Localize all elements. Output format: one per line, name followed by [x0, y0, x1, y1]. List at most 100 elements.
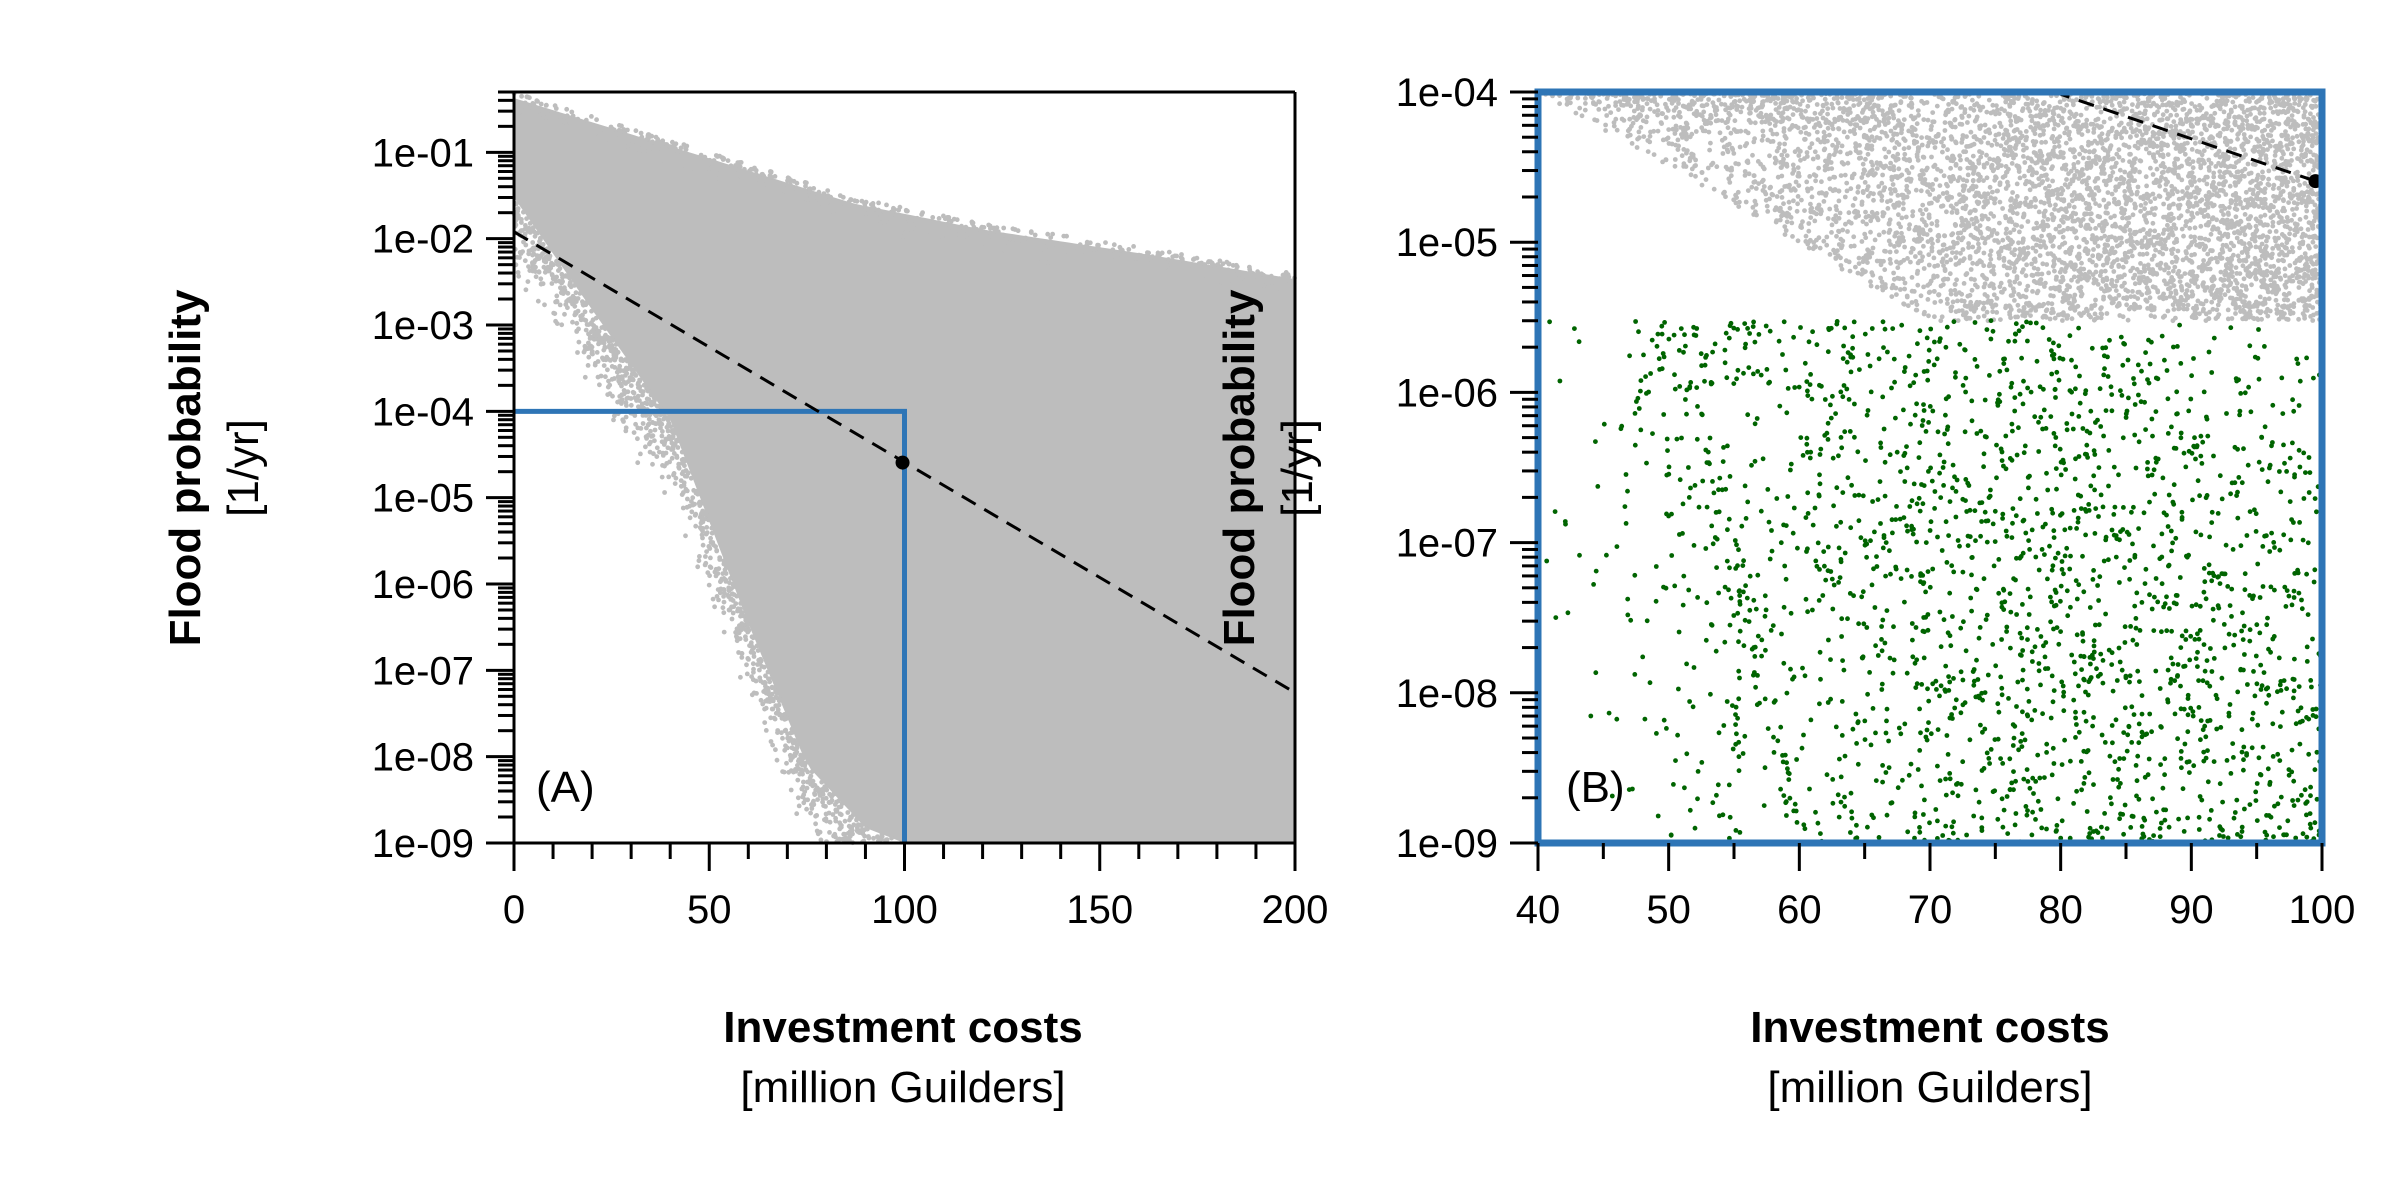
- panel-b-grey-point: [2057, 99, 2063, 105]
- panel-b-grey-point: [1781, 201, 1786, 207]
- panel-b-grey-point: [1958, 157, 1963, 163]
- panel-a-data-point: [878, 215, 883, 221]
- panel-a-data-point: [942, 216, 948, 222]
- panel-a-data-point: [644, 137, 649, 143]
- panel-b-grey-point: [1775, 174, 1781, 180]
- panel-b-grey-point: [1880, 172, 1885, 178]
- panel-a-data-point: [540, 242, 546, 247]
- panel-b-grey-point: [1732, 118, 1738, 124]
- panel-b-grey-point: [2175, 248, 2181, 254]
- panel-a-data-point: [672, 481, 678, 486]
- panel-b-grey-point: [1689, 131, 1695, 137]
- panel-b-grey-point: [2091, 130, 2097, 135]
- panel-a-data-point: [583, 318, 589, 323]
- panel-b-grey-point: [1825, 125, 1831, 131]
- panel-a-data-point: [749, 692, 755, 698]
- panel-b-grey-point: [2305, 183, 2311, 189]
- panel-b-grey-point: [2313, 131, 2319, 137]
- panel-b-grey-point: [2016, 256, 2022, 262]
- panel-a-data-point: [581, 349, 587, 355]
- panel-a-data-point: [768, 739, 774, 744]
- panel-a-data-point: [821, 191, 827, 197]
- panel-b-grey-point: [2152, 196, 2158, 202]
- panel-a-data-point: [739, 621, 745, 626]
- panel-a-data-point: [651, 395, 657, 400]
- panel-b-grey-point: [1941, 136, 1947, 142]
- panel-a-data-point: [699, 162, 704, 168]
- panel-b-grey-point: [1707, 147, 1712, 153]
- panel-a-data-point: [1176, 276, 1181, 282]
- panel-b-grey-point: [1596, 107, 1602, 112]
- panel-b-grey-point: [2248, 111, 2253, 117]
- panel-b-grey-point: [2105, 153, 2111, 159]
- panel-b-grey-point: [1770, 131, 1776, 137]
- panel-a-data-point: [526, 264, 531, 269]
- panel-a-data-point: [689, 499, 694, 504]
- panel-a-data-point: [678, 483, 684, 489]
- panel-a-data-point: [742, 166, 747, 172]
- panel-a-data-point: [1111, 242, 1117, 248]
- panel-b-grey-point: [2253, 223, 2259, 229]
- panel-b-grey-point: [2079, 179, 2085, 185]
- panel-a-data-point: [623, 400, 629, 405]
- panel-b-grey-point: [1743, 128, 1749, 134]
- panel-b-grey-point: [1891, 270, 1896, 276]
- panel-a-data-point: [1042, 244, 1048, 250]
- panel-a-data-point: [624, 358, 630, 364]
- panel-a-data-point: [947, 225, 952, 231]
- panel-b-grey-point: [2104, 221, 2110, 227]
- panel-b-grey-point: [2233, 306, 2239, 311]
- panel-b-grey-point: [1970, 244, 1976, 250]
- panel-a-data-point: [836, 798, 841, 804]
- panel-b-grey-point: [1967, 210, 1973, 216]
- panel-a-data-point: [516, 273, 522, 279]
- panel-b-grey-point: [2000, 136, 2006, 141]
- panel-a-data-point: [1268, 277, 1274, 283]
- panel-a-data-point: [637, 384, 643, 390]
- panel-b-grey-point: [1710, 100, 1716, 106]
- panel-b-grey-point: [2049, 301, 2055, 307]
- panel-b-grey-point: [2214, 217, 2220, 223]
- panel-b-grey-point: [1816, 203, 1822, 208]
- panel-b-grey-point: [2129, 253, 2135, 259]
- panel-b-grey-point: [2097, 99, 2103, 105]
- panel-a-data-point: [854, 825, 860, 831]
- panel-b-grey-point: [2027, 187, 2033, 193]
- panel-b-grey-point: [1750, 152, 1755, 158]
- panel-b-grey-point: [1869, 134, 1875, 140]
- panel-a-data-point: [782, 747, 788, 753]
- panel-b-grey-point: [2225, 316, 2231, 322]
- panel-b-grey-point: [2087, 269, 2093, 275]
- panel-b-grey-point: [2142, 206, 2148, 212]
- panel-b-grey-point: [1829, 230, 1834, 235]
- panel-b-grey-point: [1965, 172, 1971, 178]
- panel-a-clip: [511, 91, 1297, 846]
- panel-a-data-point: [1232, 274, 1238, 279]
- panel-b-grey-point: [1777, 217, 1783, 223]
- panel-b-grey-point: [1959, 104, 1965, 109]
- panel-b-grey-point: [1858, 155, 1864, 161]
- panel-b-grey-point: [2037, 243, 2043, 249]
- panel-b-grey-point: [1583, 96, 1588, 101]
- panel-b-grey-point: [1949, 210, 1955, 215]
- panel-a-data-point: [813, 787, 819, 793]
- panel-b-grey-point: [2143, 201, 2149, 206]
- panel-b-grey-point: [1985, 191, 1991, 197]
- panel-b-grey-point: [2286, 237, 2292, 242]
- panel-a-data-point: [725, 158, 731, 164]
- y-tick-label: 1e-04: [372, 390, 474, 434]
- panel-b-grey-point: [1795, 238, 1801, 244]
- panel-b-grey-point: [1725, 125, 1731, 131]
- panel-b-grey-point: [1803, 233, 1809, 239]
- panel-b-grey-point: [1870, 245, 1876, 251]
- panel-b-grey-point: [2007, 279, 2012, 284]
- panel-b-grey-point: [2107, 251, 2113, 257]
- panel-b-grey-point: [1831, 247, 1836, 253]
- panel-b-grey-point: [2257, 294, 2263, 300]
- panel-a-data-point: [1044, 248, 1050, 254]
- panel-a-data-point: [538, 235, 543, 241]
- panel-b-grey-point: [2184, 282, 2190, 287]
- panel-b-grey-point: [2283, 158, 2289, 164]
- panel-a-data-point: [533, 264, 538, 270]
- y-tick-label: 1e-06: [372, 563, 474, 607]
